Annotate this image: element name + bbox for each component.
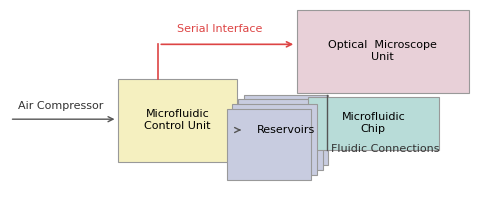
- FancyBboxPatch shape: [297, 10, 469, 93]
- FancyBboxPatch shape: [308, 97, 439, 150]
- Text: Optical  Microscope
Unit: Optical Microscope Unit: [328, 40, 437, 62]
- FancyBboxPatch shape: [244, 95, 328, 165]
- FancyBboxPatch shape: [232, 104, 317, 175]
- Text: Air Compressor: Air Compressor: [18, 101, 103, 111]
- Text: Microfluidic
Chip: Microfluidic Chip: [341, 112, 405, 134]
- FancyBboxPatch shape: [238, 99, 323, 170]
- Text: Fluidic Connections: Fluidic Connections: [331, 144, 440, 154]
- Text: Reservoirs: Reservoirs: [257, 125, 315, 135]
- FancyBboxPatch shape: [118, 79, 237, 162]
- Text: Serial Interface: Serial Interface: [177, 24, 262, 34]
- FancyBboxPatch shape: [227, 109, 311, 180]
- Text: Microfluidic
Control Unit: Microfluidic Control Unit: [144, 109, 211, 131]
